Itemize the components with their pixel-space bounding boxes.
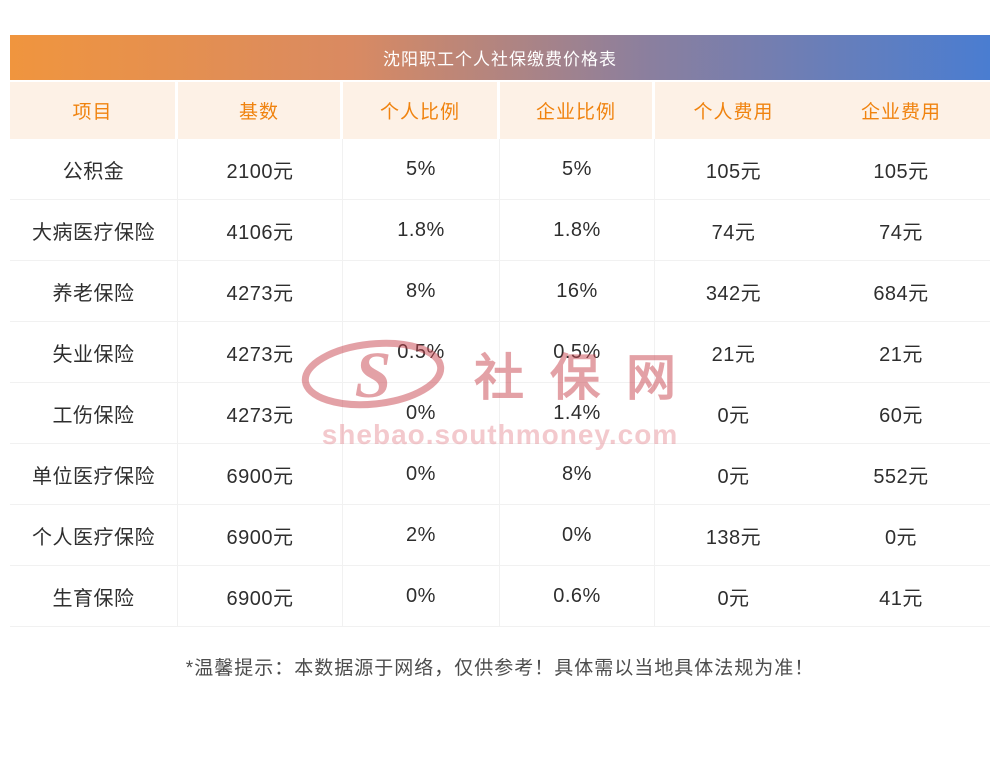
row-value: 4273元 xyxy=(178,261,343,321)
table-row: 养老保险 4273元 8% 16% 342元 684元 xyxy=(10,261,990,322)
column-header: 个人费用 xyxy=(655,82,812,139)
table-row: 大病医疗保险 4106元 1.8% 1.8% 74元 74元 xyxy=(10,200,990,261)
row-value: 552元 xyxy=(873,465,929,488)
row-value: 4273元 xyxy=(178,322,343,382)
table-row: 工伤保险 4273元 0% 1.4% 0元 60元 xyxy=(10,383,990,444)
row-label: 养老保险 xyxy=(10,261,178,321)
row-value: 6900元 xyxy=(178,444,343,504)
row-value: 4273元 xyxy=(178,383,343,443)
row-value: 1.4% xyxy=(500,383,655,443)
social-insurance-table: 沈阳职工个人社保缴费价格表 项目 基数 个人比例 企业比例 个人费用 企业费用 公积金 21… xyxy=(10,35,990,627)
table-title: 沈阳职工个人社保缴费价格表 xyxy=(10,35,990,80)
row-value: 0.5% xyxy=(343,322,500,382)
row-value: 74元 xyxy=(879,221,923,244)
row-value: 1.8% xyxy=(500,200,655,260)
row-value: 6900元 xyxy=(178,505,343,565)
table-row: 个人医疗保险 6900元 2% 0% 138元 0元 xyxy=(10,505,990,566)
row-value: 5% xyxy=(343,139,500,199)
row-label: 个人医疗保险 xyxy=(10,505,178,565)
row-value: 105元 xyxy=(873,160,929,183)
row-value: 0.6% xyxy=(500,566,655,626)
row-value: 0元 xyxy=(717,587,750,610)
row-value: 0元 xyxy=(717,465,750,488)
row-value: 0元 xyxy=(884,526,918,549)
row-label: 生育保险 xyxy=(10,566,178,626)
column-header: 企业费用 xyxy=(812,82,990,139)
row-value: 74元 xyxy=(711,221,756,244)
row-value: 2% xyxy=(343,505,500,565)
row-label: 公积金 xyxy=(10,139,178,199)
row-value: 138元 xyxy=(705,526,762,549)
row-value: 0% xyxy=(343,566,500,626)
column-header: 个人比例 xyxy=(343,82,500,139)
footer-note: *温馨提示：本数据源于网络，仅供参考！具体需以当地具体法规为准！ xyxy=(185,658,815,679)
row-value: 0% xyxy=(500,505,655,565)
table-header-row: 项目 基数 个人比例 企业比例 个人费用 企业费用 xyxy=(10,82,990,139)
row-value: 0% xyxy=(343,444,500,504)
row-value: 16% xyxy=(500,261,655,321)
table-body: 公积金 2100元 5% 5% 105元 105元 大病医疗保险 4106元 1.8% 1.8% 7… xyxy=(10,139,990,627)
table-row: 单位医疗保险 6900元 0% 8% 0元 552元 xyxy=(10,444,990,505)
row-value: 8% xyxy=(500,444,655,504)
row-value: 105元 xyxy=(705,160,762,183)
row-label: 大病医疗保险 xyxy=(10,200,178,260)
row-value: 8% xyxy=(343,261,500,321)
row-value: 0元 xyxy=(717,404,750,427)
table-row: 生育保险 6900元 0% 0.6% 0元 41元 xyxy=(10,566,990,627)
table-row: 公积金 2100元 5% 5% 105元 105元 xyxy=(10,139,990,200)
column-header: 企业比例 xyxy=(500,82,655,139)
row-value: 0.5% xyxy=(500,322,655,382)
row-label: 工伤保险 xyxy=(10,383,178,443)
row-value: 41元 xyxy=(879,587,923,610)
column-header: 基数 xyxy=(178,82,343,139)
row-value: 4106元 xyxy=(178,200,343,260)
row-value: 6900元 xyxy=(178,566,343,626)
table-row: 失业保险 4273元 0.5% 0.5% 21元 21元 xyxy=(10,322,990,383)
row-value: 342元 xyxy=(705,282,762,305)
row-value: 21元 xyxy=(711,343,756,366)
row-label: 单位医疗保险 xyxy=(10,444,178,504)
row-value: 21元 xyxy=(879,343,923,366)
row-value: 60元 xyxy=(879,404,923,427)
row-label: 失业保险 xyxy=(10,322,178,382)
row-value: 2100元 xyxy=(178,139,343,199)
row-value: 684元 xyxy=(873,282,929,305)
column-header: 项目 xyxy=(10,82,178,139)
row-value: 5% xyxy=(500,139,655,199)
row-value: 0% xyxy=(343,383,500,443)
row-value: 1.8% xyxy=(343,200,500,260)
